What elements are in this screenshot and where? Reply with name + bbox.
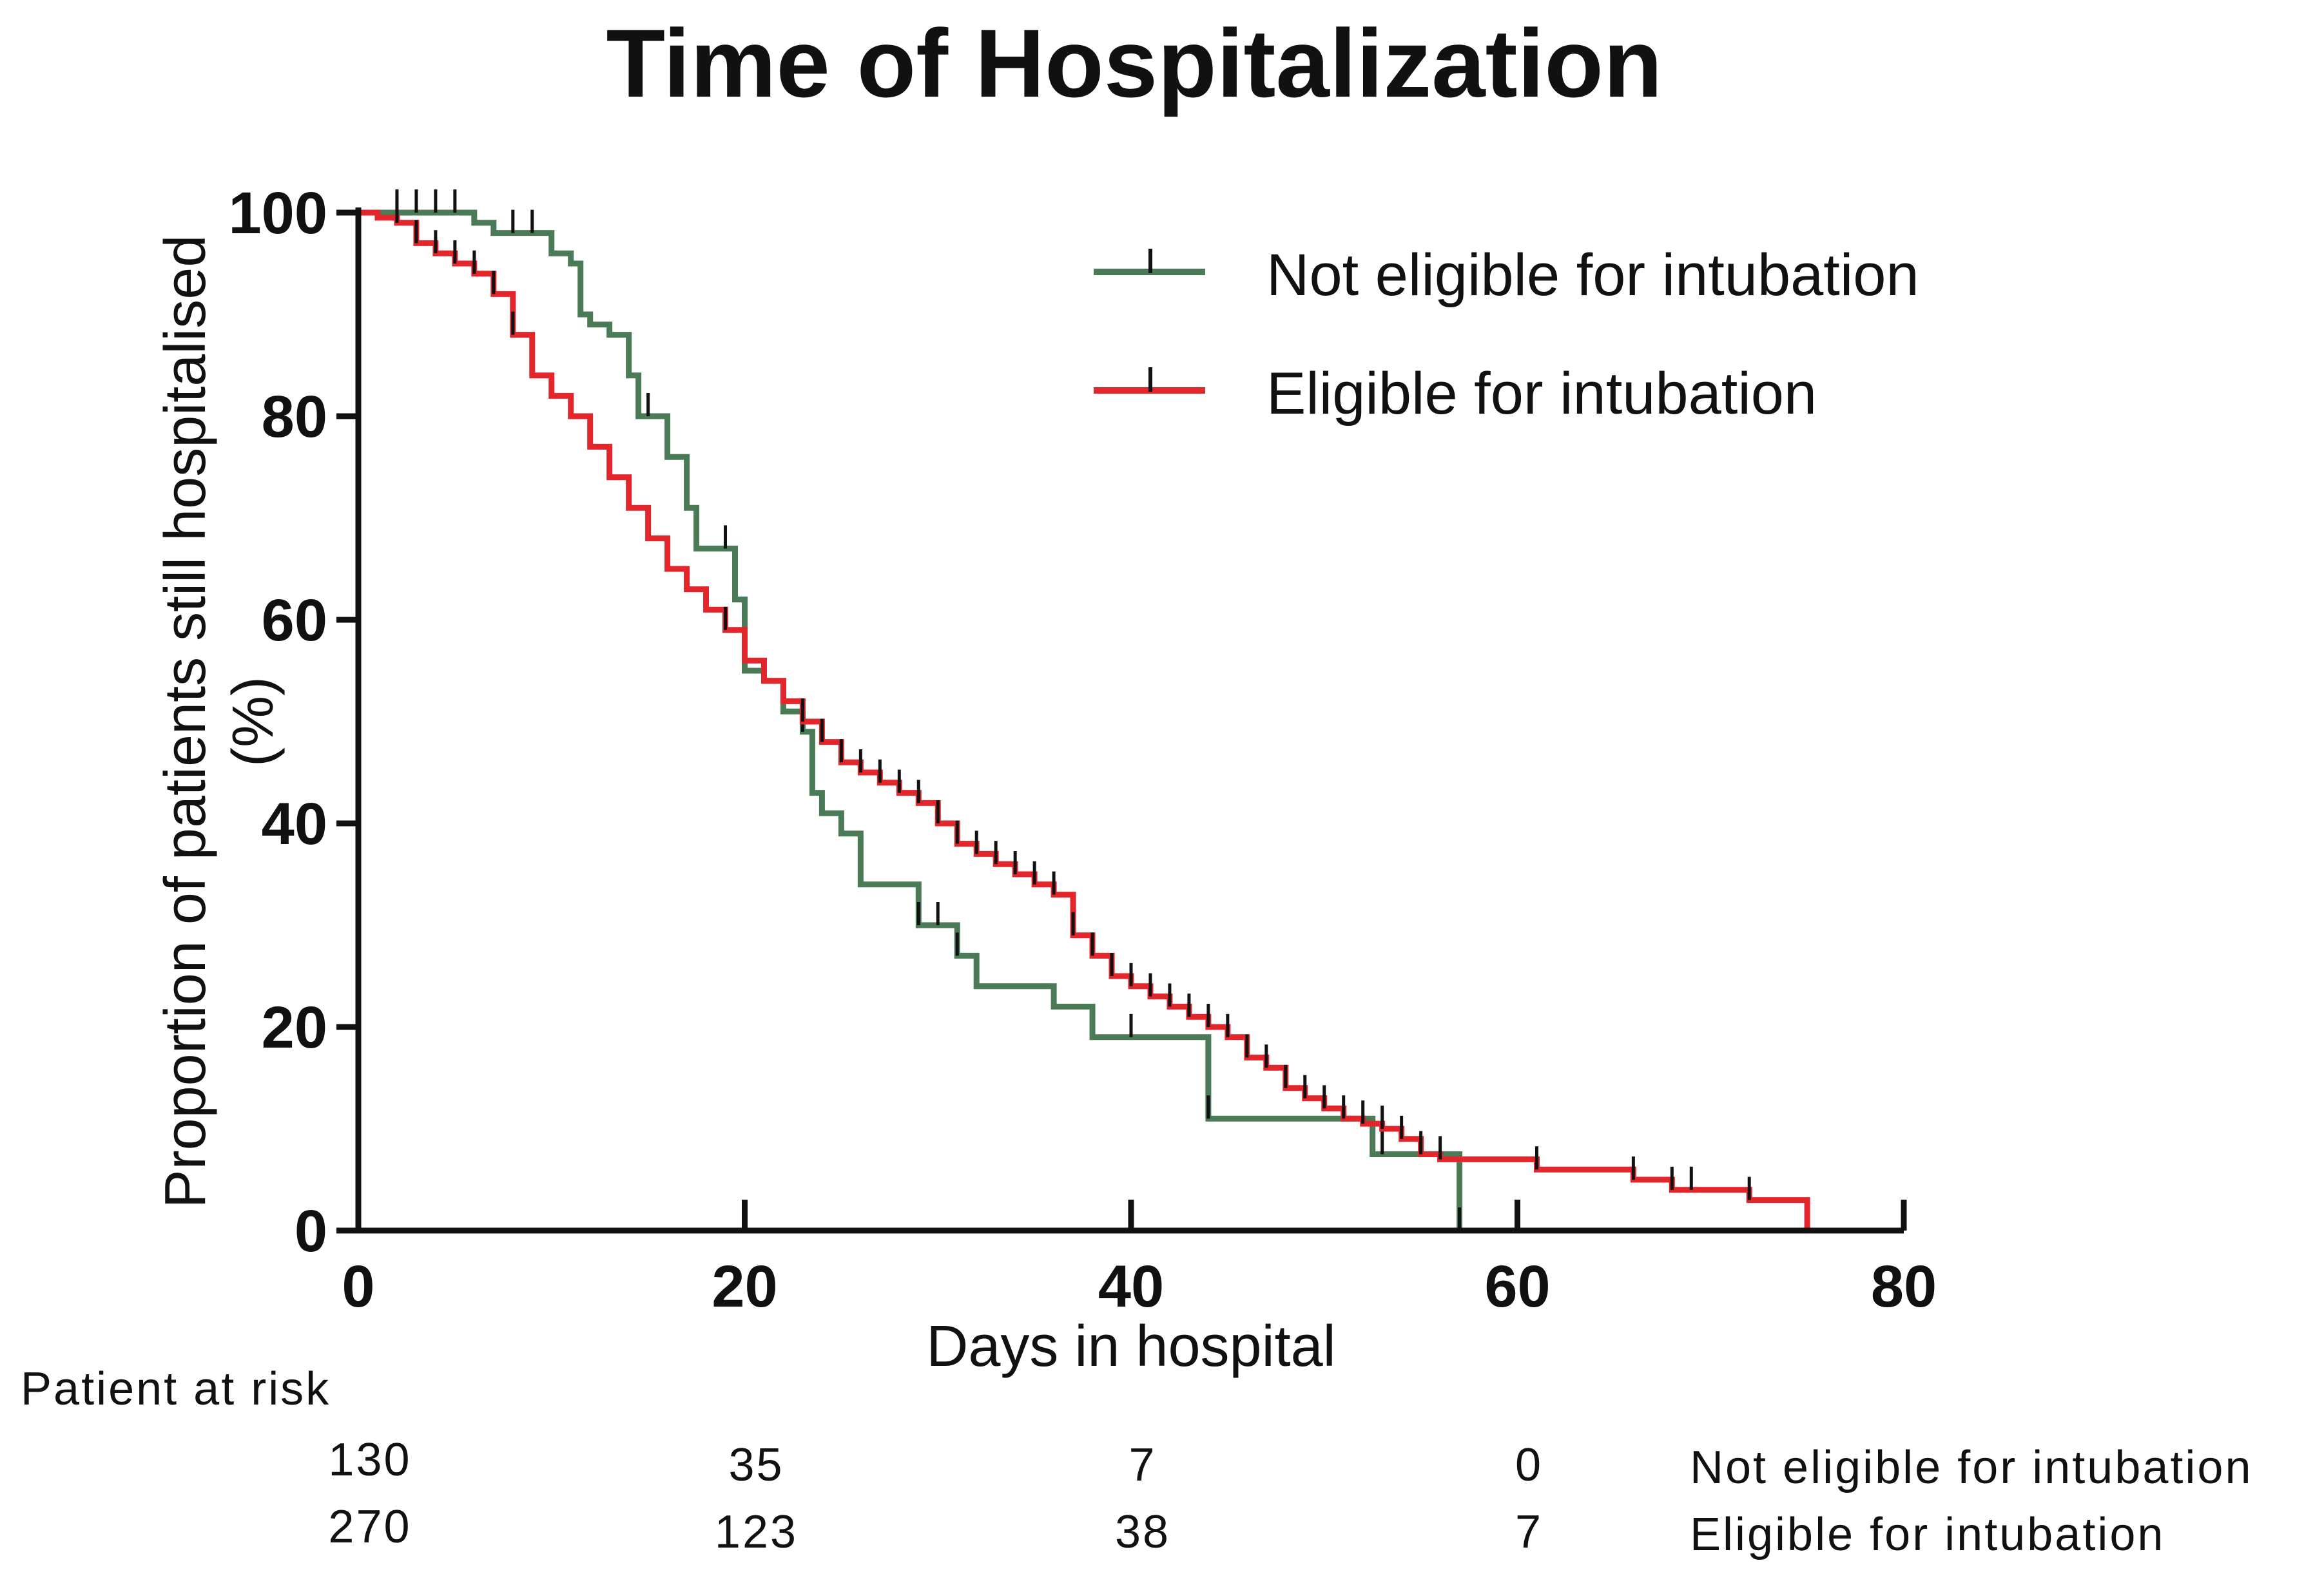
risk-value-not-eligible-0: 130 bbox=[328, 1434, 411, 1486]
legend-item-eligible: Eligible for intubation bbox=[1094, 361, 1817, 427]
series-not-eligible bbox=[355, 189, 1463, 1234]
y-axis-title-line2: (%) bbox=[221, 676, 286, 767]
ticks-layer: 0 20 40 60 80 100 0 20 40 60 80 bbox=[229, 180, 1937, 1319]
risk-table: Patient at risk 130 35 7 0 270 123 38 7 Not eli… bbox=[21, 1363, 2253, 1560]
y-tick-label-80: 80 bbox=[262, 384, 327, 450]
y-axis-title: Proportion of patients still hospitalise… bbox=[153, 235, 286, 1209]
x-tick-label-0: 0 bbox=[342, 1254, 374, 1319]
legend-item-not-eligible: Not eligible for intubation bbox=[1094, 242, 1919, 308]
risk-value-eligible-3: 7 bbox=[1515, 1506, 1543, 1558]
series-eligible bbox=[355, 199, 1810, 1234]
series-line-not-eligible bbox=[355, 209, 1463, 1234]
risk-value-not-eligible-2: 7 bbox=[1128, 1439, 1156, 1491]
y-tick-label-40: 40 bbox=[262, 791, 327, 857]
y-tick-label-0: 0 bbox=[295, 1198, 327, 1264]
risk-values: 130 35 7 0 270 123 38 7 bbox=[328, 1434, 1543, 1558]
legend-label-not-eligible: Not eligible for intubation bbox=[1266, 242, 1919, 308]
risk-value-not-eligible-3: 0 bbox=[1515, 1439, 1543, 1491]
y-axis-title-line1: Proportion of patients still hospitalise… bbox=[153, 235, 218, 1209]
y-tick-label-100: 100 bbox=[229, 180, 328, 246]
risk-value-eligible-0: 270 bbox=[328, 1501, 411, 1553]
risk-table-title: Patient at risk bbox=[21, 1363, 331, 1415]
y-tick-label-20: 20 bbox=[262, 995, 327, 1060]
x-tick-label-60: 60 bbox=[1484, 1254, 1550, 1319]
risk-value-eligible-2: 38 bbox=[1115, 1506, 1170, 1558]
risk-row-label-eligible: Eligible for intubation bbox=[1690, 1509, 2165, 1560]
chart-title: Time of Hospitalization bbox=[606, 9, 1662, 117]
x-tick-label-80: 80 bbox=[1871, 1254, 1937, 1319]
risk-value-not-eligible-1: 35 bbox=[728, 1439, 784, 1491]
series-layer bbox=[355, 189, 1810, 1234]
risk-row-label-not-eligible: Not eligible for intubation bbox=[1690, 1442, 2253, 1493]
legend-label-eligible: Eligible for intubation bbox=[1266, 361, 1817, 427]
risk-value-eligible-1: 123 bbox=[715, 1506, 798, 1558]
x-tick-label-20: 20 bbox=[712, 1254, 777, 1319]
legend: Not eligible for intubation Eligible for… bbox=[1094, 242, 1919, 427]
x-tick-label-40: 40 bbox=[1098, 1254, 1164, 1319]
y-tick-label-60: 60 bbox=[262, 588, 327, 653]
x-axis-title: Days in hospital bbox=[926, 1314, 1335, 1379]
